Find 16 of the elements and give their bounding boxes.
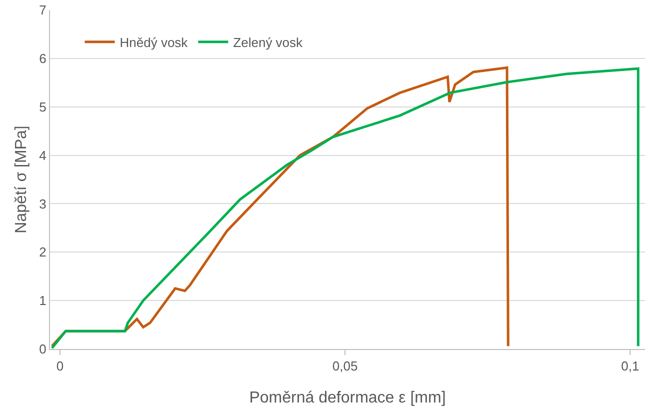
x-tick-label: 0 bbox=[56, 358, 64, 374]
y-tick-label: 2 bbox=[39, 244, 46, 260]
line-series bbox=[50, 67, 640, 349]
y-tick-label: 0 bbox=[39, 342, 46, 357]
y-axis-title: Napětí σ [MPa] bbox=[13, 126, 30, 234]
x-axis-title: Poměrná deformace ε [mm] bbox=[249, 389, 446, 406]
x-tick-label: 0,1 bbox=[621, 358, 640, 374]
legend-label: Zelený vosk bbox=[233, 34, 304, 50]
legend-label: Hnědý vosk bbox=[120, 34, 188, 50]
y-tick-label: 1 bbox=[39, 293, 46, 308]
x-tick-label: 0,05 bbox=[332, 358, 358, 374]
y-tick-label: 6 bbox=[39, 50, 46, 66]
y-tick-label: 7 bbox=[39, 2, 46, 18]
y-tick-label: 5 bbox=[39, 99, 46, 114]
y-tick-label: 3 bbox=[39, 196, 46, 212]
y-tick-label: 4 bbox=[39, 148, 46, 163]
